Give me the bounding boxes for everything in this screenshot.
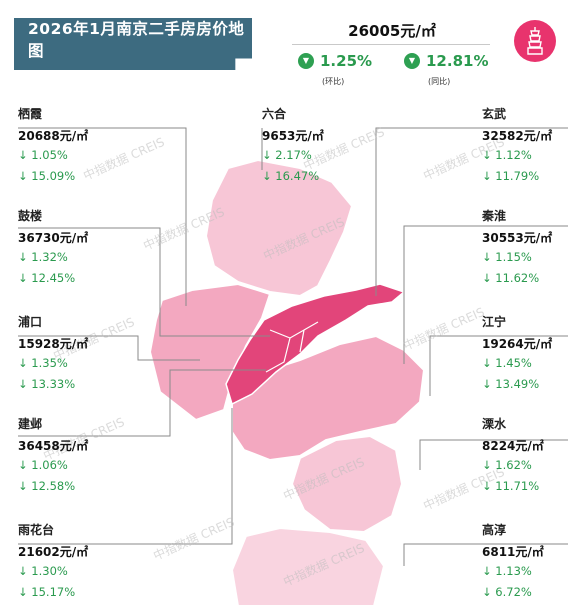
title-banner: 2026年1月南京二手房房价地图 [14, 18, 252, 70]
district-qixia: 栖霞 20688元/㎡ ↓ 1.05% ↓ 15.09% [18, 108, 88, 182]
district-gulou: 鼓楼 36730元/㎡ ↓ 1.32% ↓ 12.45% [18, 210, 88, 284]
district-xuanwu: 玄武 32582元/㎡ ↓ 1.12% ↓ 11.79% [482, 108, 552, 182]
district-name: 江宁 [482, 315, 507, 329]
district-price: 8224元/㎡ [482, 439, 544, 453]
district-yoy: ↓ 11.62% [482, 270, 540, 285]
district-price: 9653元/㎡ [262, 129, 324, 143]
mom-change: ▼ 1.25% [298, 52, 372, 70]
district-jiangning: 江宁 19264元/㎡ ↓ 1.45% ↓ 13.49% [482, 316, 552, 390]
district-mom: ↓ 2.17% [262, 148, 312, 162]
district-price: 21602元/㎡ [18, 545, 89, 559]
down-triangle-icon: ▼ [404, 53, 420, 69]
district-price: 6811元/㎡ [482, 545, 544, 559]
district-mom: ↓ 1.15% [482, 250, 532, 264]
district-mom: ↓ 1.62% [482, 458, 532, 472]
district-yoy: ↓ 12.58% [18, 478, 76, 493]
district-yoy: ↓ 16.47% [262, 168, 320, 183]
district-name: 玄武 [482, 107, 507, 121]
yoy-label: (同比) [428, 77, 451, 86]
district-name: 栖霞 [18, 107, 43, 121]
district-mom: ↓ 1.12% [482, 148, 532, 162]
district-yuhuatai: 雨花台 21602元/㎡ ↓ 1.30% ↓ 15.17% [18, 524, 88, 598]
district-yoy: ↓ 15.17% [18, 584, 76, 599]
tower-icon [527, 27, 543, 55]
district-name: 溧水 [482, 417, 507, 431]
leader-yuhuatai [18, 408, 233, 545]
page-title: 2026年1月南京二手房房价地图 [28, 20, 245, 60]
map-region-liuhe [204, 158, 354, 298]
map-region-lishui [290, 434, 404, 534]
district-name: 秦淮 [482, 209, 507, 223]
summary-divider [292, 44, 490, 45]
district-price: 15928元/㎡ [18, 337, 89, 351]
leader-lines [18, 127, 568, 566]
district-mom: ↓ 1.35% [18, 356, 68, 370]
district-jianye: 建邺 36458元/㎡ ↓ 1.06% ↓ 12.58% [18, 418, 88, 492]
district-pukou: 浦口 15928元/㎡ ↓ 1.35% ↓ 13.33% [18, 316, 88, 390]
district-gaochun: 高淳 6811元/㎡ ↓ 1.13% ↓ 6.72% [482, 524, 544, 598]
district-mom: ↓ 1.05% [18, 148, 68, 162]
yoy-change: ▼ 12.81% [404, 52, 488, 70]
district-price: 32582元/㎡ [482, 129, 553, 143]
down-triangle-icon: ▼ [298, 53, 314, 69]
district-yoy: ↓ 13.33% [18, 376, 76, 391]
district-mom: ↓ 1.13% [482, 564, 532, 578]
district-lishui: 溧水 8224元/㎡ ↓ 1.62% ↓ 11.71% [482, 418, 544, 492]
leader-qixia [18, 127, 187, 306]
leader-xuanwu [375, 127, 568, 296]
leader-jiangning [429, 335, 568, 396]
leader-lishui [419, 439, 568, 470]
district-name: 六合 [262, 107, 287, 121]
leader-gulou [18, 227, 270, 337]
map-region-gaochun [230, 526, 386, 607]
mom-percent: 1.25% [320, 52, 373, 70]
district-price: 20688元/㎡ [18, 129, 89, 143]
district-yoy: ↓ 15.09% [18, 168, 76, 183]
district-name: 雨花台 [18, 523, 55, 537]
district-name: 鼓楼 [18, 209, 43, 223]
district-yoy: ↓ 11.71% [482, 478, 540, 493]
district-name: 高淳 [482, 523, 507, 537]
district-yoy: ↓ 11.79% [482, 168, 540, 183]
district-mom: ↓ 1.06% [18, 458, 68, 472]
district-price: 36730元/㎡ [18, 231, 89, 245]
district-yoy: ↓ 13.49% [482, 376, 540, 391]
logo [514, 20, 556, 62]
district-name: 浦口 [18, 315, 43, 329]
map-region-central [225, 283, 406, 406]
district-mom: ↓ 1.32% [18, 250, 68, 264]
district-yoy: ↓ 6.72% [482, 584, 532, 599]
district-price: 19264元/㎡ [482, 337, 553, 351]
district-liuhe: 六合 9653元/㎡ ↓ 2.17% ↓ 16.47% [262, 108, 324, 182]
map-inner-borders [265, 321, 319, 373]
leader-qinhuai [403, 225, 568, 364]
district-mom: ↓ 1.45% [482, 356, 532, 370]
yoy-percent: 12.81% [426, 52, 489, 70]
leader-gaochun [403, 543, 568, 566]
district-yoy: ↓ 12.45% [18, 270, 76, 285]
mom-label: (环比) [322, 77, 345, 86]
district-name: 建邺 [18, 417, 43, 431]
leader-pukou [18, 335, 200, 361]
leader-jianye [18, 369, 266, 437]
district-mom: ↓ 1.30% [18, 564, 68, 578]
district-price: 36458元/㎡ [18, 439, 89, 453]
district-price: 30553元/㎡ [482, 231, 553, 245]
average-price: 26005元/㎡ [348, 22, 436, 40]
district-qinhuai: 秦淮 30553元/㎡ ↓ 1.15% ↓ 11.62% [482, 210, 552, 284]
